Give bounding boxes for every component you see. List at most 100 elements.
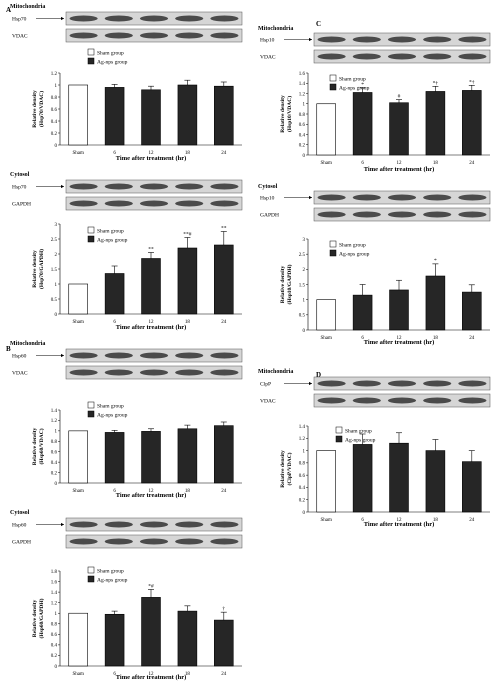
legend-swatch-agnps (329, 83, 337, 91)
blot-band (69, 183, 98, 190)
y-tick-label: 1 (303, 449, 306, 454)
significance-marker: *† (433, 80, 439, 86)
y-tick-label: 3 (303, 238, 306, 243)
x-tick-label: Sham (321, 336, 333, 341)
y-tick-label: 1.4 (299, 82, 306, 87)
x-tick-label: Sham (73, 672, 85, 677)
legend-swatch-sham (335, 426, 343, 434)
blot-strip-d-mitochondria-vdac (313, 393, 491, 408)
legend-label-agnps: Ag-nps group (97, 577, 128, 583)
y-axis-label-ratio: (Hsp60/GAPDH) (38, 598, 45, 638)
blot-label-gapdh: GAPDH (260, 213, 279, 219)
blot-strip-c-mitochondria-vdac (313, 49, 491, 64)
legend-swatch-agnps (87, 575, 95, 583)
x-tick-label: 6 (113, 672, 116, 677)
legend-swatch-sham (329, 74, 337, 82)
y-axis-label-ratio: (ClpP/VDAC) (286, 452, 293, 485)
y-tick-label: 0.8 (299, 462, 306, 467)
y-tick-label: 0.4 (51, 644, 58, 649)
legend-label-sham: Sham group (97, 228, 124, 234)
x-tick-label: Sham (321, 518, 333, 523)
blot-band (352, 211, 381, 218)
blot-label-hsp60: Hsp60 (12, 354, 27, 360)
blot-label-vdac: VDAC (12, 371, 28, 377)
panel-letter-a: A (6, 6, 11, 14)
arrowhead-icon (309, 381, 312, 386)
y-tick-label: 0.6 (299, 474, 306, 479)
y-tick-label: 0.6 (51, 451, 58, 456)
blot-band (352, 53, 381, 60)
blot-band (387, 194, 417, 201)
blot-band (210, 352, 239, 359)
blot-strip-a-mitochondria-hsp70 (36, 11, 243, 26)
blot-band (175, 32, 204, 39)
y-tick-label: 0.8 (51, 96, 58, 101)
x-tick-label: 18 (185, 489, 191, 494)
blot-band (139, 15, 169, 22)
y-tick-label: 0 (303, 511, 306, 516)
significance-marker: ** (148, 247, 154, 253)
arrowhead-icon (309, 37, 312, 42)
y-tick-label: 0.4 (51, 120, 58, 125)
blot-band (458, 380, 487, 387)
blot-band (139, 200, 169, 207)
bar-b-cytosol-6 (104, 613, 125, 667)
blot-band (210, 369, 239, 376)
blot-band (139, 183, 169, 190)
blot-label-gapdh: GAPDH (12, 202, 31, 208)
legend-label-sham: Sham group (339, 76, 366, 82)
y-tick-label: 0.5 (51, 298, 58, 303)
x-tick-label: 24 (221, 489, 227, 494)
blot-band (387, 380, 417, 387)
blot-band (69, 538, 98, 545)
bar-d-mitochondria-sham (316, 450, 336, 513)
x-tick-label: 18 (185, 151, 191, 156)
blot-band (317, 211, 346, 218)
x-tick-label: 24 (221, 672, 227, 677)
y-tick-label: 1 (55, 430, 58, 435)
section-title-a-mitochondria: Mitochondria (10, 4, 45, 10)
blot-strip-a-cytosol-gapdh (65, 196, 243, 211)
y-tick-label: 1.4 (51, 591, 58, 596)
legend-label-sham: Sham group (345, 428, 372, 434)
blot-band (104, 183, 133, 190)
significance-marker: # (398, 94, 401, 100)
y-axis-label: Relative density (280, 450, 286, 488)
y-tick-label: 0.6 (51, 633, 58, 638)
x-tick-label: 24 (221, 151, 227, 156)
blot-band (104, 352, 133, 359)
y-tick-label: 1 (303, 103, 306, 108)
y-tick-label: 1 (55, 612, 58, 617)
x-tick-label: 18 (433, 518, 439, 523)
y-tick-label: 0.4 (299, 133, 306, 138)
legend-swatch-agnps (87, 235, 95, 243)
blot-label-vdac: VDAC (260, 399, 276, 405)
legend-label-sham: Sham group (97, 50, 124, 56)
x-tick-label: 24 (469, 518, 475, 523)
blot-band (104, 369, 133, 376)
significance-marker: † (222, 606, 225, 612)
section-title-c-cytosol: Cytosol (258, 184, 278, 190)
y-tick-label: 1.4 (51, 409, 58, 414)
blot-band (175, 352, 204, 359)
blot-band (210, 521, 239, 528)
blot-band (69, 15, 98, 22)
x-tick-label: 18 (433, 161, 439, 166)
bar-c-cytosol-sham (316, 299, 336, 331)
blot-band (210, 200, 239, 207)
bar-c-mitochondria-sham (316, 103, 336, 156)
y-tick-label: 1.4 (299, 425, 306, 430)
blot-band (352, 380, 381, 387)
arrowhead-icon (61, 184, 64, 189)
legend-swatch-agnps (87, 410, 95, 418)
bar-c-mitochondria-18 (425, 91, 446, 156)
significance-marker: * (434, 258, 437, 264)
x-tick-label: Sham (73, 151, 85, 156)
x-tick-label: 12 (397, 518, 403, 523)
blot-band (458, 397, 487, 404)
y-axis-label-ratio: (Hsp70/VDAC) (38, 91, 45, 127)
blot-band (139, 32, 169, 39)
bar-b-mitochondria-18 (177, 428, 198, 484)
blot-band (104, 200, 133, 207)
y-tick-label: 0.8 (51, 623, 58, 628)
